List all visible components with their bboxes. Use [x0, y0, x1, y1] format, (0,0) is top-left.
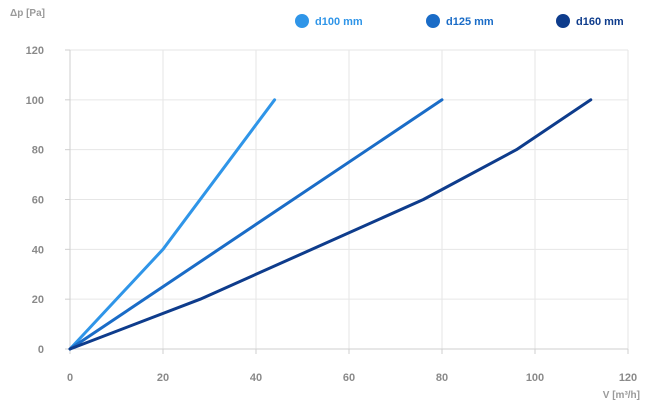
legend-label-3: d160 mm — [576, 16, 624, 28]
series-line-2 — [68, 98, 444, 351]
series-line-1 — [68, 98, 277, 351]
x-tick-label: 100 — [526, 372, 544, 384]
x-tick-label: 20 — [157, 372, 169, 384]
y-tick-label: 80 — [32, 145, 44, 157]
axes — [65, 49, 629, 354]
y-tick-label: 0 — [38, 344, 44, 356]
y-tick-label: 100 — [26, 95, 44, 107]
tick-labels: 0 20 40 60 80 100 120 0 20 40 60 80 100 120 — [26, 45, 638, 384]
x-tick-label: 80 — [436, 372, 448, 384]
x-tick-label: 120 — [619, 372, 637, 384]
grid — [70, 49, 629, 349]
y-axis-title: Δp [Pa] — [10, 8, 45, 19]
y-tick-label: 120 — [26, 45, 44, 57]
series-line-3 — [68, 98, 593, 351]
legend-label-2: d125 mm — [446, 16, 494, 28]
x-axis-title: V [m³/h] — [603, 390, 640, 401]
legend: d100 mm d125 mm d160 mm — [295, 14, 624, 28]
legend-label-1: d100 mm — [315, 16, 363, 28]
y-tick-label: 20 — [32, 294, 44, 306]
x-tick-label: 60 — [343, 372, 355, 384]
series-lines — [68, 98, 593, 351]
x-tick-label: 40 — [250, 372, 262, 384]
legend-marker-3 — [556, 14, 570, 28]
legend-marker-1 — [295, 14, 309, 28]
legend-marker-2 — [426, 14, 440, 28]
y-tick-label: 60 — [32, 195, 44, 207]
y-tick-label: 40 — [32, 244, 44, 256]
x-tick-label: 0 — [67, 372, 73, 384]
